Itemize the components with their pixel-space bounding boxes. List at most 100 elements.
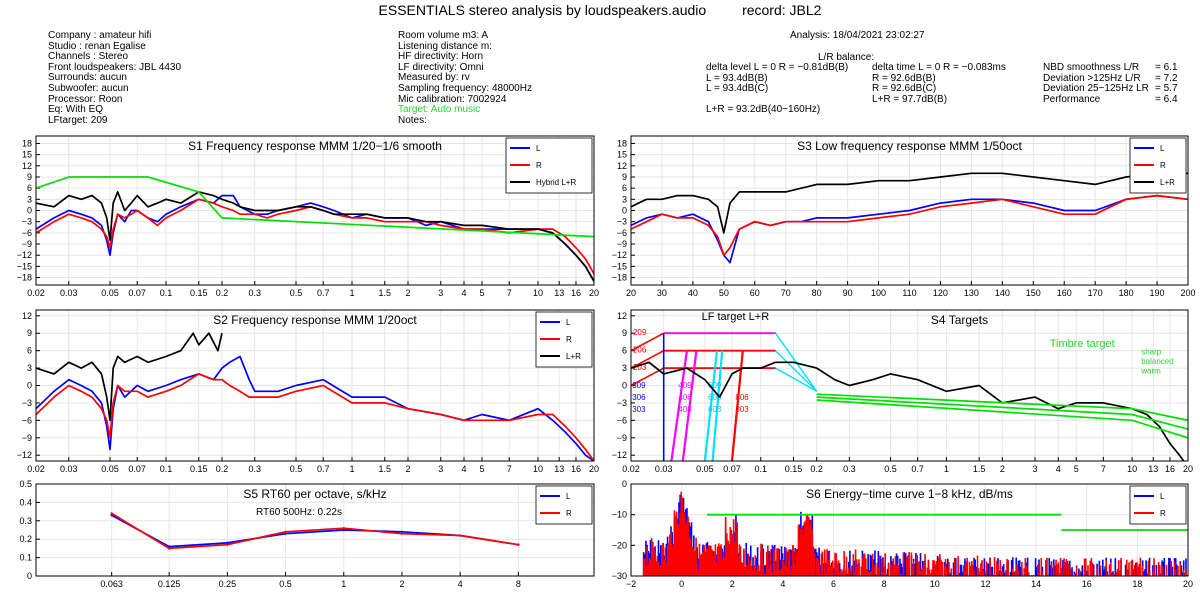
info-line: Room volume m3: A [398, 30, 489, 41]
info-line: Studio : renan Egalise [48, 40, 146, 52]
lf-target-ramp [681, 350, 698, 462]
etc-bars [642, 491, 1188, 576]
y-tick-label: 6 [622, 346, 627, 356]
x-tick-label: 13 [1148, 464, 1158, 474]
series-group [36, 176, 594, 282]
x-tick-label: 10 [930, 579, 940, 589]
x-tick-label: 5 [480, 288, 485, 298]
timbre-level-label: balanced [1141, 357, 1173, 366]
legend-label: L [536, 144, 541, 153]
lf-target-ramp [703, 350, 718, 462]
record-label: record: JBL2 [742, 2, 822, 18]
x-tick-label: 4 [458, 579, 463, 589]
x-tick-label: 0.03 [60, 288, 78, 298]
x-tick-label: 7 [1101, 464, 1106, 474]
target-code-label: 306 [632, 393, 646, 402]
x-tick-label: 1.5 [379, 464, 392, 474]
rt60-subtitle: RT60 500Hz: 0.22s [256, 507, 342, 518]
info-line: Deviation 25−125Hz LR [1043, 83, 1149, 95]
x-tick-label: 0.15 [190, 288, 208, 298]
info-line: LF directivity: Omni [398, 61, 484, 73]
series-line-hybrid-l-r [36, 191, 594, 282]
series-line-timbre-sharp [816, 393, 1188, 422]
series-group [631, 172, 1188, 264]
x-tick-label: 0.3 [843, 464, 856, 474]
plot-frame [35, 309, 595, 462]
y-tick-label: −9 [617, 433, 627, 443]
series-line-target [36, 176, 594, 238]
data-point [400, 530, 404, 534]
x-tick-label: 3 [438, 464, 443, 474]
x-tick-label: 0.7 [317, 464, 330, 474]
x-tick-label: 0.125 [158, 579, 181, 589]
y-tick-label: −9 [22, 433, 32, 443]
info-line: NBD smoothness L/R [1043, 62, 1140, 73]
info-line: L = 93.4dB(C) [706, 83, 769, 95]
x-tick-label: 30 [657, 288, 667, 298]
x-tick-label: 0.2 [810, 464, 823, 474]
x-tick-label: 0.05 [101, 464, 119, 474]
info-line: Front loudspeakers: JBL 4430 [48, 61, 182, 73]
x-tick-label: 2 [399, 579, 404, 589]
x-tick-label: 0.1 [755, 464, 768, 474]
data-point [517, 543, 520, 546]
legend-label: R [566, 335, 572, 344]
info-line: delta level L = 0 R = −0.81dB(B) [706, 62, 849, 73]
info-line: Performance [1043, 93, 1101, 105]
data-point [400, 532, 404, 535]
y-tick-label: −18 [612, 273, 627, 283]
x-tick-label: 5 [480, 464, 485, 474]
x-tick-label: 3 [1033, 464, 1038, 474]
info-line: Measured by: rv [398, 72, 470, 84]
y-tick-label: −9 [617, 239, 627, 249]
y-tick-label: 9 [27, 328, 32, 338]
x-tick-label: 4 [461, 288, 466, 298]
info-line: = 7.2 [1155, 72, 1178, 84]
y-tick-label: −3 [617, 217, 627, 227]
info-line: LFtarget: 209 [48, 114, 108, 126]
y-tick-label: 0.1 [19, 553, 32, 563]
series-line-timbre-warm [816, 399, 1188, 439]
info-line: Notes: [398, 114, 427, 126]
page-title: ESSENTIALS stereo analysis by loudspeake… [0, 2, 1200, 18]
x-tick-label: 0.3 [248, 288, 261, 298]
lf-target-ramp [630, 349, 665, 369]
target-code-label: 803 [735, 405, 749, 414]
x-tick-label: 1 [350, 288, 355, 298]
plot-frame [630, 135, 1189, 286]
info-line: L+R = 97.7dB(B) [872, 93, 948, 105]
x-tick-label: 13 [554, 288, 564, 298]
x-tick-label: 0.02 [27, 288, 45, 298]
x-tick-label: 150 [1026, 288, 1041, 298]
target-code-label: 203 [633, 363, 647, 372]
series-line-l [111, 514, 519, 548]
y-tick-label: 6 [622, 183, 627, 193]
x-tick-label: 2 [1000, 464, 1005, 474]
x-tick-label: 110 [902, 288, 916, 298]
y-tick-label: −30 [612, 571, 627, 581]
x-tick-label: 50 [719, 288, 729, 298]
target-code-label: 806 [735, 393, 749, 402]
x-tick-label: 16 [1165, 464, 1175, 474]
info-line: R = 92.6dB(B) [872, 72, 936, 84]
x-tick-label: 0.2 [216, 464, 229, 474]
y-tick-label: 0.5 [19, 479, 32, 489]
info-line: Listening distance m: [398, 40, 492, 52]
legend-label: R [536, 161, 542, 170]
y-tick-label: −6 [22, 415, 32, 425]
series-line-l [36, 355, 594, 461]
target-code-label: 209 [633, 328, 647, 337]
x-tick-label: 1.5 [379, 288, 392, 298]
y-tick-label: 9 [622, 328, 627, 338]
data-point [284, 530, 287, 534]
x-tick-label: 5 [1074, 464, 1079, 474]
data-point [226, 541, 229, 545]
panel-s1: 0.02 0.03 0.05 0.07 0.1 0.15 0.2 0.3 0.5 0.7 1 1.5 2… [17, 135, 599, 298]
x-tick-label: 10 [533, 464, 543, 474]
x-tick-label: 90 [843, 288, 853, 298]
x-tick-label: 20 [626, 288, 636, 298]
y-tick-label: −20 [612, 540, 627, 550]
series-group [36, 332, 594, 461]
y-tick-label: 0.4 [19, 497, 32, 507]
x-tick-label: 0.03 [60, 464, 78, 474]
